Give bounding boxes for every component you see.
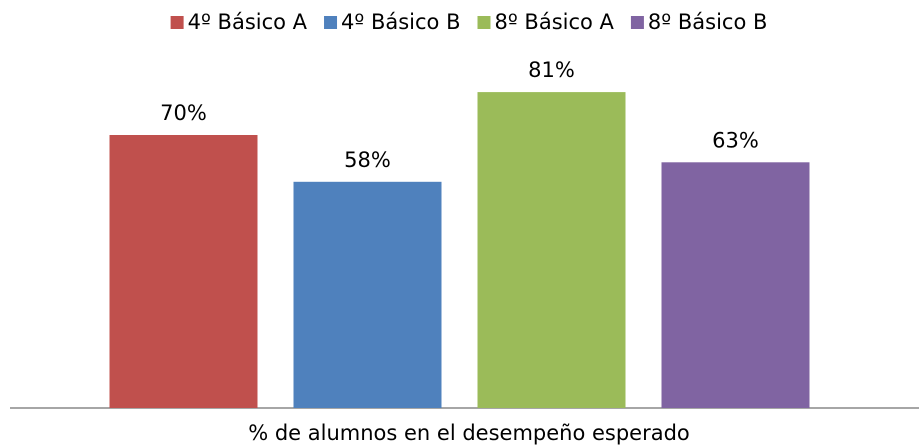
data-label: 70% [160,101,207,125]
legend-swatch [630,16,644,29]
legend-label: 8º Básico A [495,10,615,34]
legend-swatch [170,16,184,29]
data-label: 81% [528,58,575,82]
x-tick-label: % de alumnos en el desempeño esperado [248,421,690,445]
bar [109,135,258,408]
legend-label: 4º Básico A [188,10,308,34]
bar [661,162,810,408]
legend-swatch [324,16,338,29]
data-label: 63% [712,128,759,152]
bar [477,92,626,408]
data-label: 58% [344,148,391,172]
legend-label: 8º Básico B [648,10,767,34]
legend-swatch [477,16,491,29]
bar [293,181,442,408]
legend-label: 4º Básico B [341,10,460,34]
